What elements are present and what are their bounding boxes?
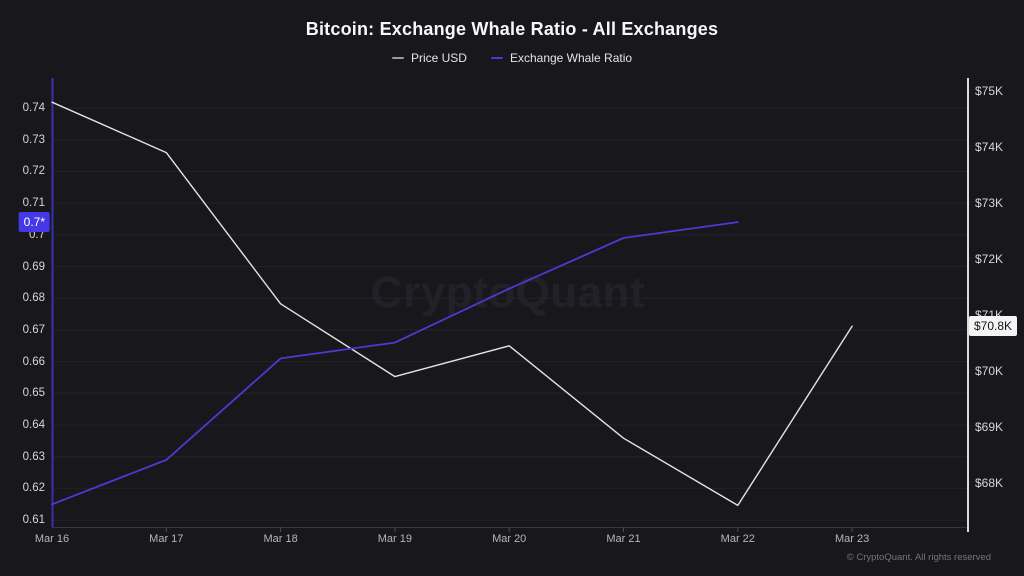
- price-usd-swatch: [391, 57, 404, 59]
- x-axis-label: Mar 17: [149, 533, 184, 545]
- x-axis-label: Mar 20: [492, 533, 527, 545]
- legend-item-price-usd[interactable]: Price USD: [391, 51, 467, 65]
- left-axis-label: 0.61: [22, 514, 45, 527]
- x-axis-label: Mar 22: [720, 533, 755, 545]
- chart-title: Bitcoin: Exchange Whale Ratio - All Exch…: [305, 19, 719, 39]
- right-axis-label: $72K: [975, 252, 1004, 266]
- left-axis-label: 0.71: [22, 197, 45, 210]
- left-axis-label: 0.66: [22, 355, 45, 368]
- left-axis-label: 0.69: [22, 260, 45, 273]
- right-axis-label: $75K: [975, 84, 1004, 98]
- right-axis-label: $68K: [975, 476, 1004, 490]
- left-axis-label: 0.62: [22, 482, 45, 495]
- x-axis-label: Mar 23: [834, 533, 870, 545]
- right-axis-label: $73K: [975, 196, 1004, 210]
- x-axis-label: Mar 19: [377, 533, 413, 545]
- left-axis-label: 0.72: [22, 165, 45, 178]
- copyright-notice: © CryptoQuant. All rights reserved: [846, 552, 991, 563]
- whale-ratio-swatch: [490, 57, 503, 59]
- x-axis-label: Mar 21: [606, 533, 641, 545]
- left-axis-label: 0.63: [22, 450, 45, 463]
- whale-ratio-current-value-badge: 0.7*: [18, 212, 50, 233]
- price-usd-line[interactable]: [51, 101, 853, 507]
- x-axis-label: Mar 16: [34, 533, 70, 545]
- price-current-value-badge: $70.8K: [969, 316, 1018, 337]
- left-axis-label: 0.74: [22, 102, 45, 114]
- left-axis-label: 0.65: [22, 387, 45, 400]
- whale-ratio-line[interactable]: [51, 221, 739, 506]
- left-axis-label: 0.67: [22, 323, 45, 336]
- left-axis-label: 0.68: [22, 292, 45, 305]
- right-axis-label: $69K: [975, 420, 1004, 434]
- left-axis-label: 0.73: [22, 133, 45, 146]
- right-axis-label: $70K: [975, 364, 1004, 378]
- legend-label-whale-ratio: Exchange Whale Ratio: [509, 51, 633, 65]
- legend-label-price-usd: Price USD: [410, 51, 467, 65]
- legend-item-whale-ratio[interactable]: Exchange Whale Ratio: [490, 51, 633, 65]
- x-axis-label: Mar 18: [263, 533, 298, 545]
- left-axis-label: 0.64: [22, 419, 45, 431]
- right-axis-label: $74K: [975, 140, 1004, 154]
- legend: Price USD Exchange Whale Ratio: [0, 50, 1024, 66]
